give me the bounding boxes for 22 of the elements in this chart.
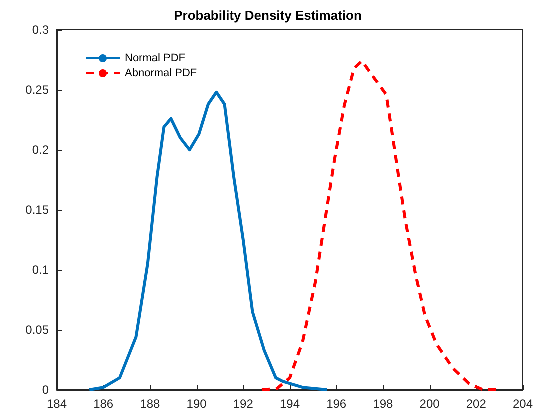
y-tick-label: 0.15 <box>26 203 50 217</box>
chart-title: Probability Density Estimation <box>174 8 362 23</box>
x-tick-label: 186 <box>94 397 114 411</box>
x-tick-label: 192 <box>233 397 254 411</box>
y-tick-label: 0.05 <box>26 323 50 337</box>
x-tick-label: 204 <box>512 397 534 411</box>
legend-label: Normal PDF <box>125 52 186 64</box>
x-tick-label: 190 <box>186 397 208 411</box>
x-tick-label: 202 <box>466 397 487 411</box>
x-tick-label: 196 <box>326 397 347 411</box>
y-tick-label: 0 <box>42 383 50 397</box>
y-tick-label: 0.3 <box>32 23 50 37</box>
x-tick-label: 188 <box>140 397 161 411</box>
x-tick-label: 200 <box>420 397 440 411</box>
x-tick-label: 194 <box>280 397 300 411</box>
y-tick-label: 0.1 <box>32 263 50 277</box>
x-tick-label: 198 <box>373 397 394 411</box>
x-tick-label: 184 <box>46 397 68 411</box>
line-series <box>88 90 329 392</box>
y-tick-label: 0.2 <box>32 143 50 157</box>
legend-label: Abnormal PDF <box>125 68 198 80</box>
y-tick-label: 0.25 <box>26 83 50 97</box>
